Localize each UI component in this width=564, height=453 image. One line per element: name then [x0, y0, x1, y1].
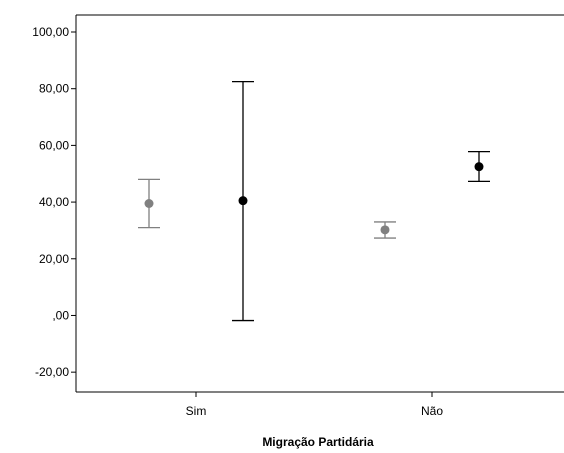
- x-axis-title: Migração Partidária: [262, 435, 374, 449]
- y-tick-label: 40,00: [39, 195, 69, 209]
- mean-marker: [238, 196, 248, 206]
- x-tick-label: Não: [421, 404, 443, 418]
- error-bar: [468, 150, 490, 183]
- error-bar: [138, 178, 160, 229]
- mean-marker: [144, 199, 154, 208]
- y-tick-label: -20,00: [35, 365, 69, 379]
- y-tick-label: 20,00: [39, 252, 69, 266]
- error-bar: [232, 80, 254, 322]
- y-tick-label: ,00: [52, 308, 69, 322]
- y-tick-label: 60,00: [39, 138, 69, 152]
- mean-marker: [380, 225, 390, 235]
- y-tick-label: 80,00: [39, 82, 69, 96]
- error-bar: [374, 221, 396, 239]
- x-tick-label: Sim: [186, 404, 207, 418]
- mean-marker: [474, 162, 484, 172]
- y-tick-label: 100,00: [32, 25, 69, 39]
